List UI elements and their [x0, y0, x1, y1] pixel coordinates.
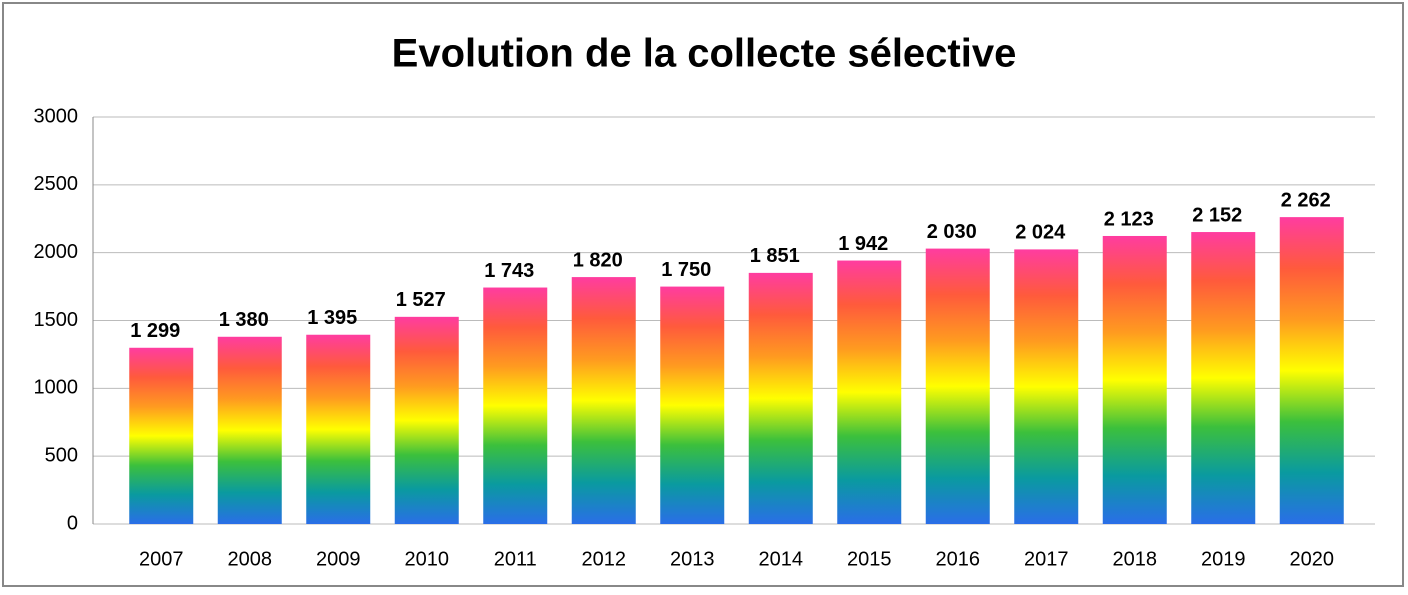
value-label: 1 380: [219, 309, 269, 331]
x-tick-label: 2012: [582, 548, 627, 570]
bar: [394, 316, 459, 524]
y-tick-label: 2000: [34, 241, 79, 263]
value-label: 1 820: [573, 249, 623, 271]
x-tick-label: 2017: [1024, 548, 1069, 570]
x-tick-label: 2015: [847, 548, 892, 570]
x-tick-label: 2010: [405, 548, 450, 570]
y-tick-label: 1000: [34, 377, 79, 399]
bar: [660, 286, 725, 524]
bar: [1279, 217, 1344, 524]
value-label: 2 123: [1104, 208, 1154, 230]
value-label: 2 152: [1192, 204, 1242, 226]
bar: [483, 287, 548, 524]
value-label: 1 395: [307, 307, 357, 329]
x-tick-label: 2011: [494, 548, 537, 570]
value-label: 1 942: [838, 233, 888, 255]
bar: [1191, 232, 1256, 524]
value-label: 1 743: [484, 260, 534, 282]
x-tick-label: 2008: [228, 548, 273, 570]
x-tick-label: 2016: [936, 548, 981, 570]
x-tick-label: 2014: [759, 548, 804, 570]
value-label: 2 024: [1015, 222, 1066, 244]
value-label: 1 299: [130, 320, 180, 342]
bar: [925, 248, 990, 524]
chart-title: Evolution de la collecte sélective: [392, 32, 1017, 76]
y-tick-label: 2500: [34, 173, 79, 195]
bar: [217, 336, 282, 524]
value-label: 1 851: [750, 245, 800, 267]
value-label: 2 262: [1281, 189, 1331, 211]
bar: [1014, 249, 1079, 525]
x-tick-label: 2013: [670, 548, 715, 570]
value-label: 1 750: [661, 259, 711, 281]
x-tick-label: 2019: [1201, 548, 1246, 570]
x-tick-label: 2018: [1113, 548, 1158, 570]
x-tick-label: 2020: [1290, 548, 1335, 570]
bar: [1102, 235, 1167, 524]
bar: [571, 277, 636, 524]
y-tick-label: 0: [67, 512, 78, 534]
y-tick-label: 1500: [34, 309, 79, 331]
x-tick-label: 2007: [139, 548, 184, 570]
value-label: 1 527: [396, 289, 446, 311]
y-tick-label: 3000: [34, 105, 79, 127]
bar: [306, 334, 371, 524]
value-label: 2 030: [927, 221, 977, 243]
bar: [837, 260, 902, 524]
bar: [129, 347, 194, 524]
x-tick-label: 2009: [316, 548, 361, 570]
bar: [748, 272, 813, 524]
y-tick-label: 500: [45, 444, 78, 466]
